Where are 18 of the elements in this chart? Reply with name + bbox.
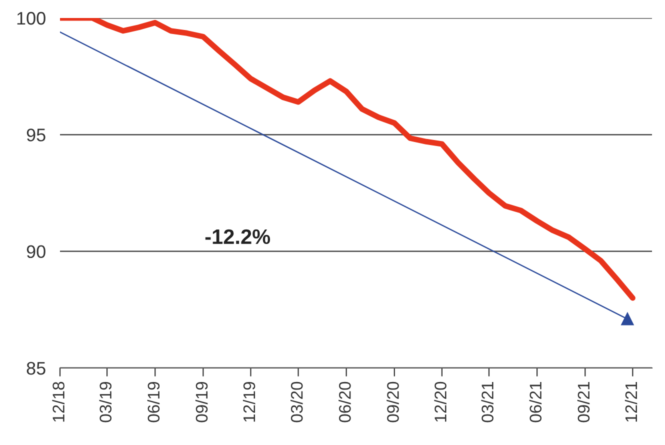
y-tick-label: 100 xyxy=(17,12,46,25)
x-tick-label: 12/21 xyxy=(624,382,638,422)
x-tick-label: 09/21 xyxy=(577,382,590,422)
x-tick-label: 03/19 xyxy=(99,382,112,422)
x-tick-label: 09/20 xyxy=(386,382,399,422)
x-tick-label: 09/19 xyxy=(195,382,208,422)
x-tick-label: 06/19 xyxy=(147,382,160,422)
x-tick-label: 06/21 xyxy=(529,382,542,422)
y-tick-label: 85 xyxy=(26,362,46,375)
x-tick-label: 12/19 xyxy=(242,382,256,422)
annotation: -12.2% xyxy=(205,229,270,244)
y-tick-label: 95 xyxy=(26,128,46,142)
x-tick-label: 12/18 xyxy=(52,382,64,422)
y-tick-label: 90 xyxy=(26,245,46,258)
x-tick-label: 12/20 xyxy=(434,382,446,422)
x-tick-label: 03/21 xyxy=(481,382,494,422)
x-tick-label: 06/20 xyxy=(338,382,351,422)
x-tick-label: 03/20 xyxy=(290,382,303,422)
